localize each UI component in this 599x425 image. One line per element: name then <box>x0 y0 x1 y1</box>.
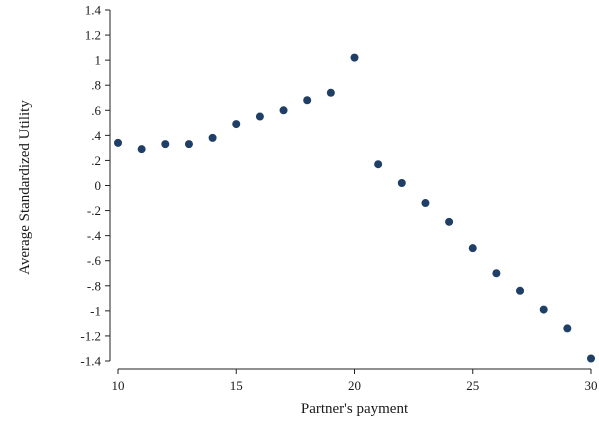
y-tick-label: .8 <box>91 78 101 93</box>
data-point <box>563 324 572 333</box>
y-axis-title: Average Standardized Utility <box>17 100 33 275</box>
data-point <box>279 106 288 115</box>
x-axis-ticks: 10 15 20 25 30 <box>112 369 598 393</box>
y-tick-label: 1.2 <box>85 28 101 43</box>
x-tick-label: 20 <box>348 378 361 393</box>
axes <box>109 10 591 370</box>
y-tick-label: -.8 <box>87 278 101 293</box>
y-tick-label: -1.2 <box>80 328 101 343</box>
data-point <box>255 112 264 121</box>
y-axis-ticks: -1.4 -1.2 -1 -.8 -.6 -.4 -.2 0 .2 .4 .6 .8 1 1.2 1.4 <box>80 3 110 369</box>
x-tick-label: 15 <box>230 378 243 393</box>
data-point <box>184 140 193 149</box>
data-point <box>492 269 501 278</box>
data-point <box>539 305 548 314</box>
data-point <box>445 217 454 226</box>
data-point <box>326 88 335 97</box>
x-tick-label: 10 <box>112 378 125 393</box>
data-point <box>374 160 383 169</box>
data-point <box>137 145 146 154</box>
y-tick-label: 1 <box>95 53 102 68</box>
data-point <box>421 199 430 208</box>
y-tick-label: -.4 <box>87 228 102 243</box>
data-point <box>114 138 122 147</box>
data-point <box>587 354 595 363</box>
y-tick-label: -1 <box>90 303 101 318</box>
y-tick-label: -.6 <box>87 253 102 268</box>
y-tick-label: 0 <box>95 178 102 193</box>
x-tick-label: 30 <box>585 378 598 393</box>
y-tick-label: .2 <box>91 153 101 168</box>
x-tick-label: 25 <box>466 378 479 393</box>
data-point <box>208 133 217 142</box>
data-point <box>161 140 170 149</box>
data-points <box>114 53 595 363</box>
data-point <box>468 244 477 253</box>
y-tick-label: -.2 <box>87 203 101 218</box>
data-point <box>303 96 312 105</box>
data-point <box>350 53 359 62</box>
y-tick-label: .4 <box>91 128 101 143</box>
y-tick-label: 1.4 <box>85 3 102 18</box>
y-tick-label: -1.4 <box>80 354 101 369</box>
data-point <box>397 178 406 187</box>
x-axis-title: Partner's payment <box>301 401 409 417</box>
data-point <box>232 120 241 129</box>
data-point <box>516 286 525 295</box>
y-tick-label: .6 <box>91 103 101 118</box>
